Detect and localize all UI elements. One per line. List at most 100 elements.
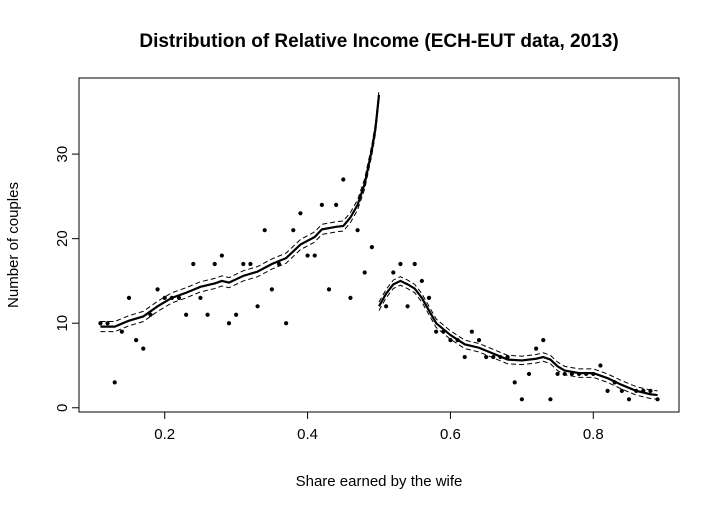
data-point (541, 338, 546, 343)
data-point (591, 371, 596, 377)
data-point (405, 304, 410, 309)
x-tick-label-0: 0.2 (154, 426, 175, 443)
data-point (584, 371, 589, 377)
y-axis-label: Number of couples (5, 182, 22, 308)
data-point (462, 354, 467, 360)
data-point (191, 261, 196, 267)
data-point (212, 261, 217, 267)
data-point (298, 211, 303, 216)
data-point (184, 312, 189, 317)
x-tick-label-2: 0.6 (440, 426, 461, 443)
data-point (305, 253, 310, 258)
x-axis: 0.2 0.4 0.6 0.8 (154, 412, 604, 443)
data-point (98, 321, 103, 326)
data-point (348, 295, 353, 300)
data-points (98, 177, 660, 402)
y-tick-label-0: 0 (54, 404, 71, 412)
data-point (205, 312, 210, 317)
data-point (476, 338, 482, 343)
data-point (569, 371, 574, 377)
data-point (484, 354, 489, 360)
data-point (576, 371, 582, 377)
data-point (119, 329, 124, 334)
data-point (391, 270, 396, 275)
data-point (134, 338, 139, 343)
data-point (319, 202, 324, 207)
data-point (469, 329, 474, 334)
data-point (605, 388, 610, 393)
data-point (626, 397, 632, 402)
data-point (555, 371, 560, 377)
data-point (505, 354, 510, 360)
chart-title: Distribution of Relative Income (ECH-EUT… (139, 31, 618, 52)
data-point (419, 278, 424, 284)
data-point (226, 321, 232, 326)
y-tick-label-3: 30 (54, 146, 71, 163)
fitted-curve (100, 94, 658, 397)
data-point (441, 329, 446, 334)
data-point (455, 338, 460, 343)
x-tick-label-3: 0.8 (583, 426, 604, 443)
data-point (369, 245, 374, 250)
data-point (284, 321, 289, 326)
data-point (498, 354, 503, 360)
data-point (326, 287, 332, 292)
fit-line-left (100, 94, 381, 328)
data-point (355, 228, 360, 233)
data-point (241, 261, 246, 267)
data-point (105, 321, 110, 326)
data-point (312, 253, 317, 258)
data-point (619, 388, 624, 393)
y-axis: 0 10 20 30 (54, 146, 79, 412)
data-point (176, 295, 182, 300)
data-point (169, 295, 174, 300)
plot-frame (78, 77, 680, 413)
data-point (276, 261, 282, 267)
data-point (341, 177, 346, 182)
data-point (434, 329, 439, 334)
data-point (126, 295, 132, 300)
data-point (262, 228, 267, 233)
data-point (612, 380, 617, 385)
data-point (255, 304, 260, 309)
data-point (141, 346, 146, 351)
band-upper-left (100, 89, 380, 323)
data-point (519, 397, 524, 402)
data-point (334, 202, 339, 207)
data-point (384, 304, 389, 309)
data-point (219, 253, 224, 258)
data-point (448, 338, 453, 343)
data-point (598, 363, 603, 368)
y-tick-label-2: 20 (54, 230, 71, 247)
data-point (648, 388, 653, 393)
x-axis-label: Share earned by the wife (296, 473, 463, 490)
x-tick-label-1: 0.4 (297, 426, 318, 443)
data-point (512, 380, 517, 385)
confidence-band (100, 89, 658, 400)
data-point (534, 346, 539, 351)
data-point (641, 388, 646, 393)
data-point (291, 228, 296, 233)
data-point (412, 261, 417, 267)
data-point (548, 397, 553, 402)
data-point (234, 312, 239, 317)
data-point (148, 312, 153, 317)
data-point (634, 388, 639, 393)
data-point (562, 371, 567, 377)
fit-line-right (378, 279, 658, 397)
data-point (248, 261, 253, 267)
band-lower-right (378, 284, 658, 400)
data-point (198, 295, 203, 300)
data-point (398, 261, 403, 267)
band-upper-right (378, 276, 658, 392)
data-point (155, 287, 160, 292)
data-point (162, 295, 167, 300)
data-point (426, 295, 432, 300)
data-point (491, 354, 496, 360)
data-point (112, 380, 117, 385)
data-point (526, 371, 532, 377)
data-point (269, 287, 274, 292)
y-tick-label-1: 10 (54, 315, 71, 332)
